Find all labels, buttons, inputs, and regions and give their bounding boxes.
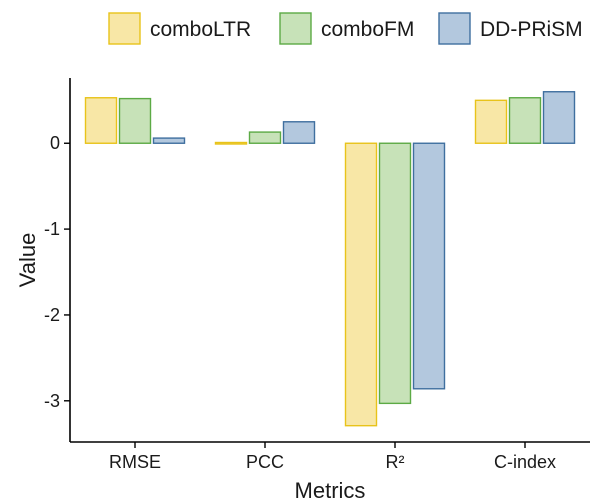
x-tick-label-3: C-index xyxy=(494,452,556,472)
bar-dd-prism-1 xyxy=(282,121,316,144)
legend-label-0: comboLTR xyxy=(150,18,251,41)
x-tick-label-0: RMSE xyxy=(109,452,161,472)
y-tick-label-1: -1 xyxy=(44,219,60,239)
y-tick-label-2: -2 xyxy=(44,305,60,325)
legend-key-1 xyxy=(279,12,312,45)
legend-key-2 xyxy=(438,12,471,45)
y-axis-title: Value xyxy=(15,233,40,288)
bar-combofm-2 xyxy=(378,142,412,405)
bar-comboltr-3 xyxy=(474,99,508,144)
bar-comboltr-0 xyxy=(84,97,118,144)
bar-combofm-1 xyxy=(248,131,282,144)
legend-key-0 xyxy=(108,12,141,45)
y-axis: 0 -1 -2 -3 xyxy=(44,78,71,442)
bar-combofm-3 xyxy=(508,97,542,144)
x-axis-title: Metrics xyxy=(295,478,366,499)
legend-label-1: comboFM xyxy=(321,18,414,41)
bar-combofm-0 xyxy=(118,97,152,144)
bar-comboltr-1 xyxy=(214,141,248,145)
bar-dd-prism-0 xyxy=(152,137,186,144)
x-tick-label-2: R² xyxy=(386,452,405,472)
bar-dd-prism-3 xyxy=(542,91,576,144)
x-axis: RMSE PCC R² C-index xyxy=(70,441,590,472)
bar-comboltr-2 xyxy=(344,142,378,427)
bar-dd-prism-2 xyxy=(412,142,446,390)
y-tick-label-3: -3 xyxy=(44,391,60,411)
y-tick-label-0: 0 xyxy=(50,133,60,153)
bars xyxy=(84,91,576,427)
legend-label-2: DD-PRiSM xyxy=(480,18,583,41)
legend: comboLTR comboFM DD-PRiSM xyxy=(108,12,583,45)
x-tick-label-1: PCC xyxy=(246,452,284,472)
